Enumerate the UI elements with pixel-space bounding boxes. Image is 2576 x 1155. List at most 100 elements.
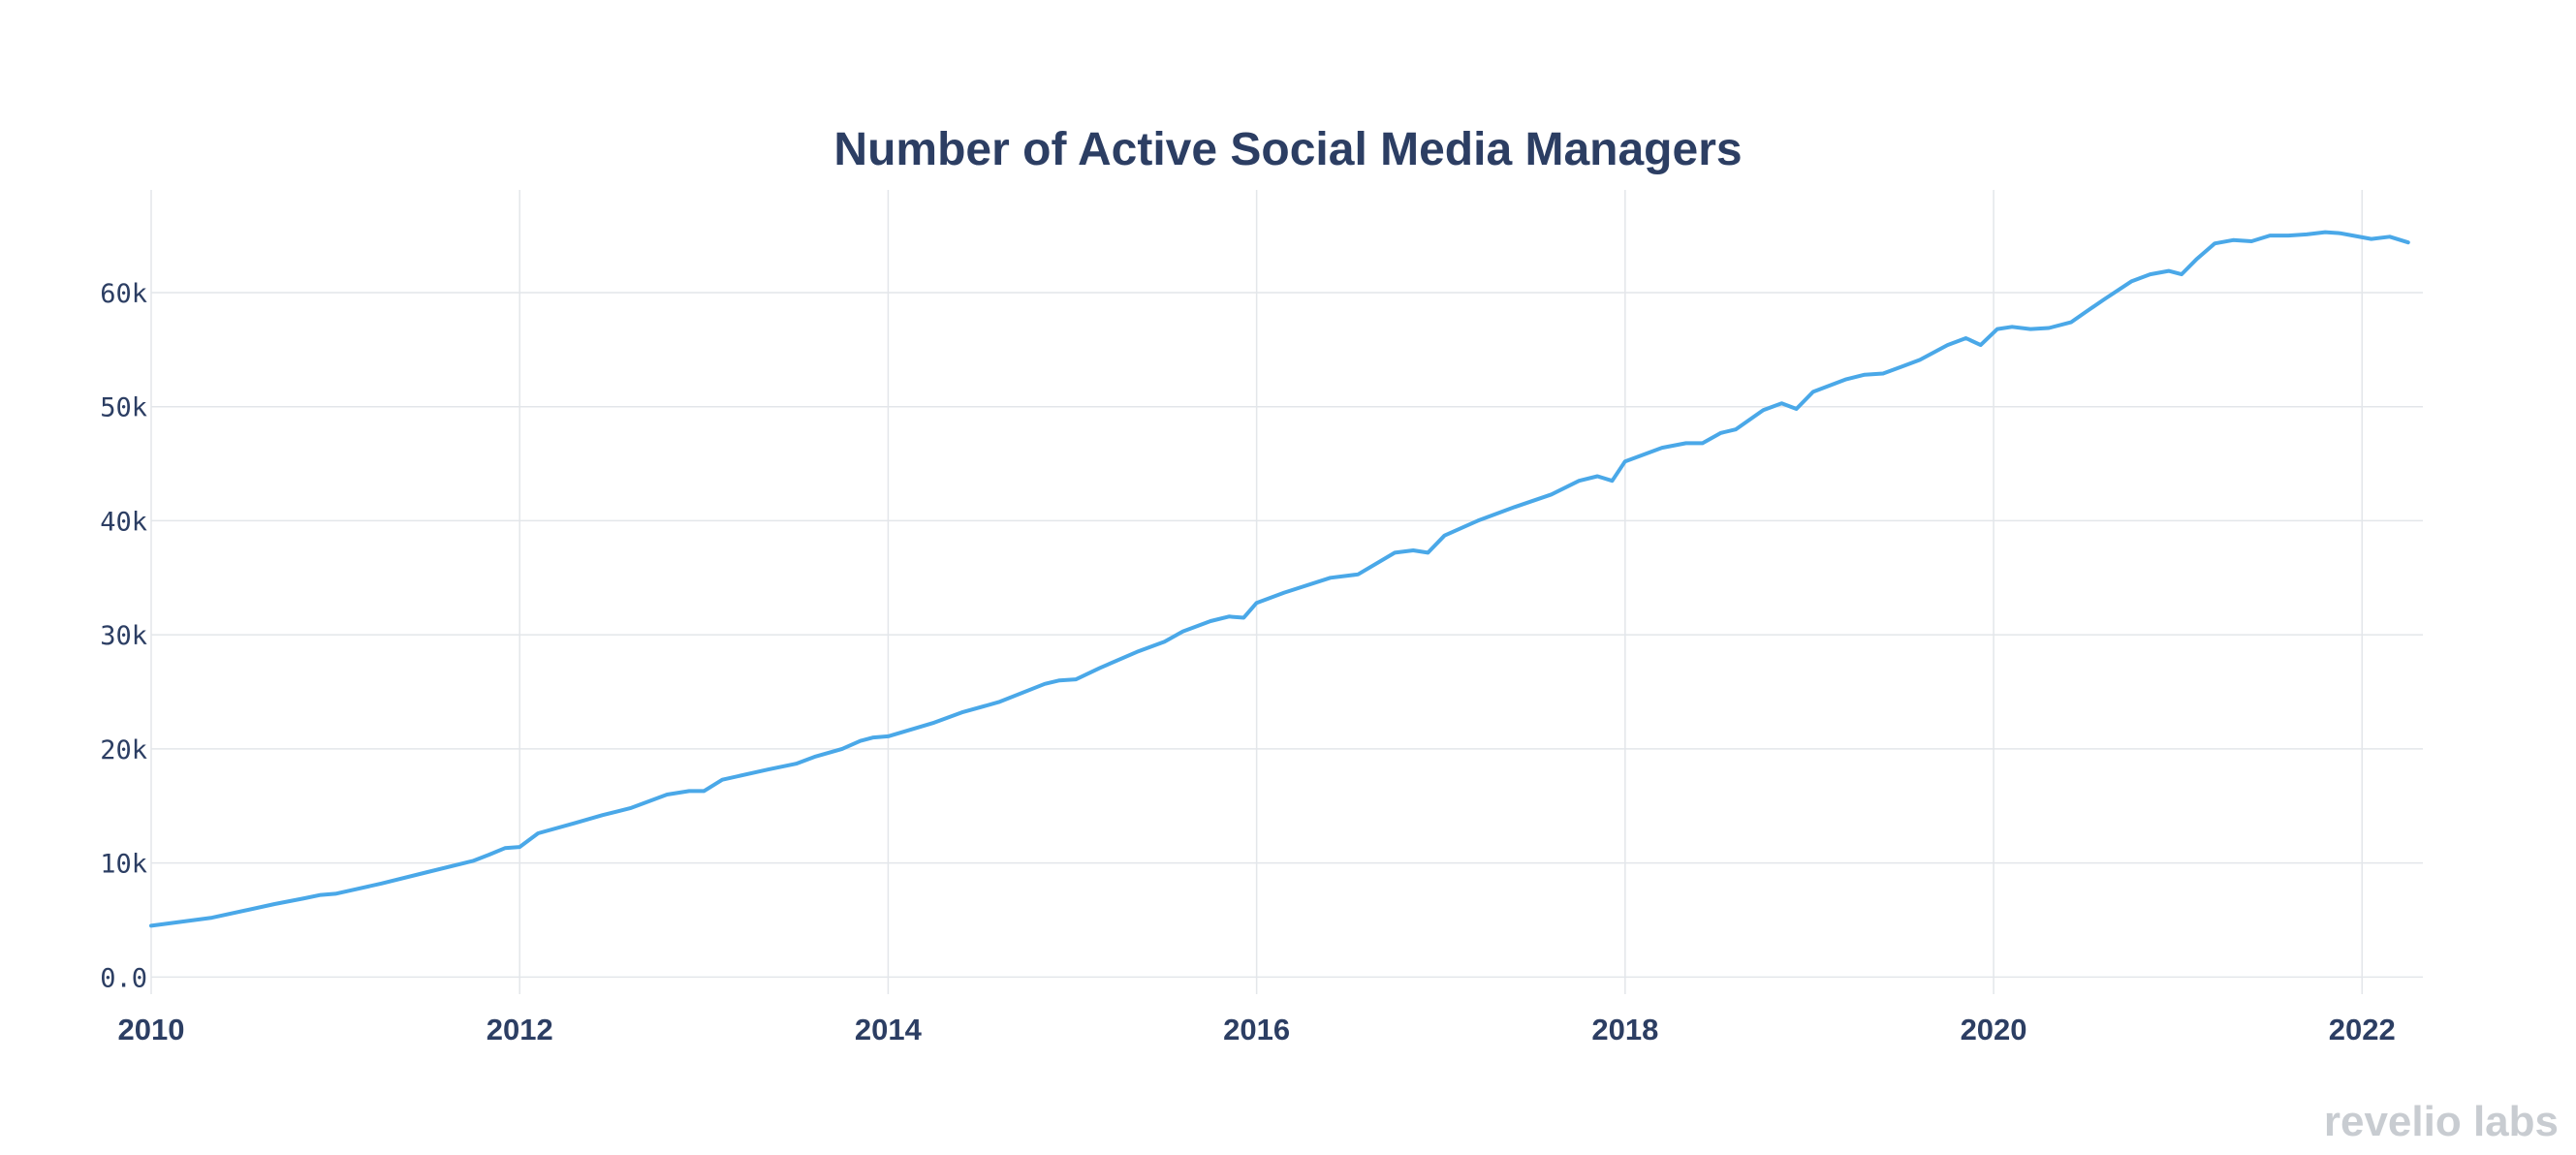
x-tick-label: 2014 <box>855 1013 923 1046</box>
data-point <box>1393 550 1397 554</box>
data-point <box>702 789 706 793</box>
y-axis-ticks: 0.0 10k 20k 30k 40k 50k 60k <box>100 279 147 993</box>
data-point <box>1946 343 1950 347</box>
x-tick-label: 2012 <box>487 1013 553 1046</box>
x-tick-label: 2016 <box>1223 1013 1290 1046</box>
data-point <box>2028 328 2032 331</box>
data-point <box>2102 297 2106 301</box>
y-tick-label: 0.0 <box>100 963 147 993</box>
data-point <box>1476 518 1480 522</box>
data-point <box>687 789 691 793</box>
data-point <box>1098 666 1102 670</box>
data-point <box>1356 573 1360 577</box>
data-point <box>2047 327 2051 330</box>
data-point <box>812 755 816 759</box>
data-point <box>2370 237 2373 241</box>
data-point <box>518 845 521 849</box>
data-point <box>1595 475 1599 479</box>
y-tick-label: 20k <box>100 735 147 765</box>
data-point <box>1795 407 1799 411</box>
data-point <box>1811 390 1815 393</box>
data-point <box>871 735 875 739</box>
y-tick-label: 40k <box>100 507 147 537</box>
data-point <box>2286 234 2290 237</box>
data-point <box>1623 459 1627 463</box>
data-point <box>997 701 1001 704</box>
data-point <box>1701 441 1705 445</box>
data-point <box>1513 505 1517 509</box>
data-point <box>149 923 153 927</box>
data-point <box>1282 591 1286 595</box>
data-point <box>720 778 724 782</box>
data-point <box>1057 678 1061 682</box>
data-point <box>2084 310 2088 314</box>
data-point <box>1684 441 1688 445</box>
data-point <box>1863 373 1867 377</box>
y-tick-label: 50k <box>100 393 147 423</box>
chart-title: Number of Active Social Media Managers <box>833 124 1742 175</box>
data-point <box>2323 231 2327 234</box>
data-point <box>1163 640 1167 643</box>
data-point <box>1844 377 1848 381</box>
data-point <box>2213 241 2216 245</box>
data-point <box>1995 328 1999 331</box>
data-point <box>1881 372 1885 376</box>
data-point <box>2388 234 2392 238</box>
data-point <box>628 806 632 810</box>
y-tick-label: 30k <box>100 621 147 651</box>
data-point <box>2167 269 2171 273</box>
data-point <box>2231 238 2235 242</box>
data-point <box>2130 279 2134 283</box>
y-tick-label: 10k <box>100 850 147 880</box>
data-point <box>1964 336 1968 340</box>
data-point <box>859 739 863 743</box>
data-point <box>2249 239 2253 243</box>
data-point <box>886 734 890 738</box>
data-point <box>272 902 276 906</box>
data-point <box>1550 492 1554 496</box>
data-point <box>380 882 384 886</box>
data-point <box>1577 479 1581 483</box>
data-point <box>210 916 214 920</box>
data-point <box>1734 427 1738 431</box>
data-point <box>932 721 936 725</box>
data-point <box>1074 677 1078 681</box>
data-point <box>1660 446 1664 450</box>
data-point <box>1719 431 1723 435</box>
data-point <box>1255 601 1259 605</box>
data-point <box>2194 258 2198 262</box>
data-point <box>794 762 798 765</box>
data-point <box>1918 358 1922 361</box>
data-point <box>1209 619 1212 623</box>
data-point <box>1443 534 1447 538</box>
data-point <box>1411 548 1415 552</box>
data-point <box>1900 365 1903 369</box>
data-point <box>2406 240 2410 244</box>
data-point <box>2305 233 2309 236</box>
data-point <box>1761 408 1765 412</box>
data-point <box>2069 321 2073 325</box>
data-point <box>665 793 669 796</box>
data-point <box>333 891 337 895</box>
data-point <box>2149 272 2152 276</box>
revelio-labs-logo: revelio labs <box>2324 1098 2559 1145</box>
series-line <box>149 230 2410 928</box>
data-point <box>1241 616 1245 620</box>
data-point <box>960 710 964 714</box>
data-point <box>2351 234 2355 237</box>
data-point <box>1135 650 1139 654</box>
data-point <box>2268 234 2272 237</box>
data-point <box>1227 614 1231 618</box>
data-point <box>1426 550 1429 554</box>
data-point <box>601 813 605 817</box>
series-layer <box>149 230 2410 928</box>
data-point <box>1181 630 1185 634</box>
x-tick-label: 2022 <box>2329 1013 2396 1046</box>
x-tick-label: 2010 <box>118 1013 185 1046</box>
data-point <box>503 846 507 850</box>
gridlines <box>150 190 2423 994</box>
data-point <box>2339 232 2342 235</box>
data-point <box>536 831 540 835</box>
data-point <box>1611 479 1615 483</box>
